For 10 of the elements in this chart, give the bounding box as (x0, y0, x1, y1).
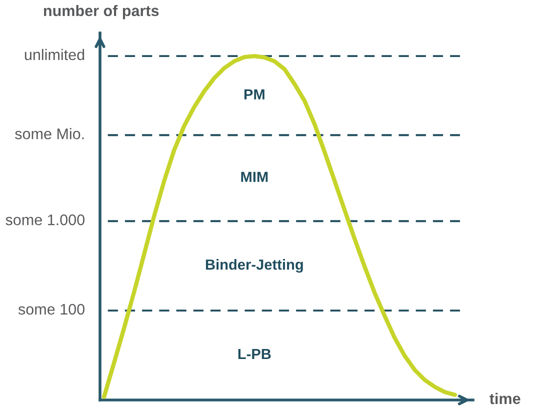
y-axis-title: number of parts (44, 4, 159, 20)
x-axis-title: time (490, 392, 520, 404)
annotation: Binder-Jetting (206, 259, 303, 273)
ref-line-label: unlimited (24, 48, 84, 60)
annotation: L-PB (238, 349, 271, 360)
ref-line-label: some Mio. (15, 128, 84, 140)
ref-line-label: some 100 (18, 304, 84, 315)
annotation: PM (244, 89, 264, 100)
annotation: MIM (241, 172, 268, 182)
ref-line-label: some 1.000 (6, 214, 84, 226)
